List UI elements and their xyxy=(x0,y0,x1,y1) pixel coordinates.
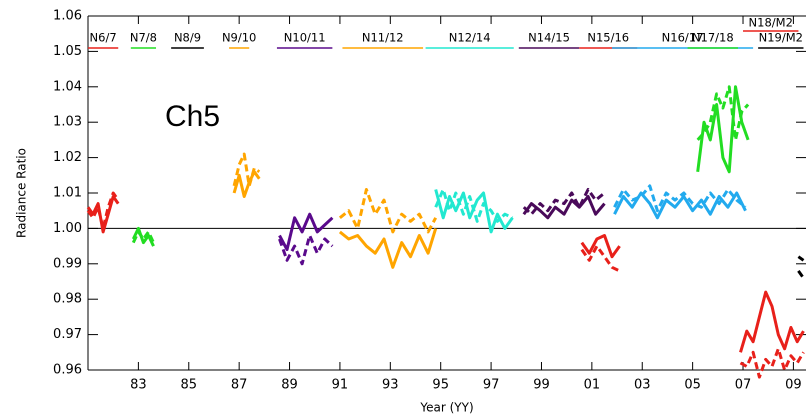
series-line xyxy=(86,191,120,230)
series-line xyxy=(797,270,805,279)
legend-label: N12/14 xyxy=(449,31,491,45)
x-tick-label: 83 xyxy=(130,378,147,393)
legend-label: N14/15 xyxy=(528,31,570,45)
legend-label: N9/10 xyxy=(222,31,256,45)
series-line xyxy=(131,230,155,244)
y-tick-label: 1.03 xyxy=(53,115,82,130)
legend-label: N10/11 xyxy=(284,31,326,45)
y-tick-label: 0.97 xyxy=(53,327,82,342)
series-line xyxy=(739,290,805,353)
series-line xyxy=(131,226,155,247)
legend-label: N8/9 xyxy=(174,31,201,45)
series-line xyxy=(739,347,805,379)
series-line xyxy=(232,170,261,198)
series-line xyxy=(522,195,606,220)
x-tick-label: 97 xyxy=(483,378,500,393)
series-line xyxy=(338,227,438,269)
legend-label: N19/M2 xyxy=(759,31,803,45)
series-line xyxy=(696,85,750,174)
x-tick-label: 95 xyxy=(432,378,449,393)
y-axis-label: Radiance Ratio xyxy=(15,148,29,238)
x-tick-label: 07 xyxy=(735,378,752,393)
series-line xyxy=(580,244,621,273)
x-tick-label: 87 xyxy=(231,378,248,393)
legend-label: N11/12 xyxy=(362,31,404,45)
x-tick-label: 85 xyxy=(180,378,197,393)
y-tick-label: 1.01 xyxy=(53,186,82,201)
legend-label: N16/17 xyxy=(662,31,704,45)
x-tick-label: 05 xyxy=(684,378,701,393)
x-tick-label: 99 xyxy=(533,378,550,393)
y-tick-label: 1.05 xyxy=(53,44,82,59)
x-tick-label: 89 xyxy=(281,378,298,393)
channel-annotation: Ch5 xyxy=(165,100,220,133)
y-tick-label: 0.98 xyxy=(53,292,82,307)
series-line xyxy=(338,188,438,234)
legend-label: N15/16 xyxy=(587,31,629,45)
series-line xyxy=(278,234,334,266)
series-line xyxy=(232,152,261,188)
legend-label: N6/7 xyxy=(90,31,117,45)
x-tick-label: 09 xyxy=(785,378,802,393)
series-line xyxy=(434,189,514,234)
series-line xyxy=(278,212,334,252)
series-line xyxy=(580,234,621,259)
legend-label: N18/M2 xyxy=(749,16,793,30)
y-tick-label: 0.99 xyxy=(53,256,82,271)
legend-label: N7/8 xyxy=(130,31,157,45)
y-tick-label: 1.06 xyxy=(53,9,82,24)
x-tick-label: 01 xyxy=(584,378,601,393)
series-line xyxy=(797,255,805,262)
series-line xyxy=(613,191,747,220)
y-tick-label: 1.02 xyxy=(53,150,82,165)
legend-label: N17/18 xyxy=(692,31,734,45)
y-tick-label: 0.96 xyxy=(53,363,82,378)
y-tick-label: 1.04 xyxy=(53,79,82,94)
series-line xyxy=(86,195,120,234)
x-axis-label: Year (YY) xyxy=(419,401,473,415)
x-tick-label: 93 xyxy=(382,378,399,393)
series-line xyxy=(522,188,606,216)
x-tick-label: 03 xyxy=(634,378,651,393)
y-tick-label: 1.00 xyxy=(53,221,82,236)
x-tick-label: 91 xyxy=(332,378,349,393)
